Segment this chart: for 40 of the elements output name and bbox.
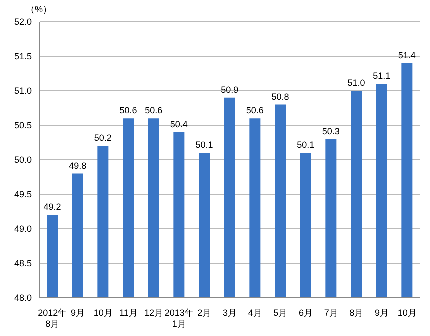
x-tick-label: 10月	[94, 308, 113, 318]
y-tick-label: 52.0	[14, 17, 32, 28]
x-tick-label: 2012年 8月	[38, 308, 68, 329]
data-label: 49.2	[44, 202, 62, 212]
x-tick-label: 9月	[70, 308, 86, 318]
data-label: 49.8	[69, 160, 87, 171]
y-tick-label: 48.0	[14, 293, 32, 304]
data-label: 50.6	[246, 106, 264, 116]
x-tick-label: 10月	[398, 308, 417, 318]
data-label: 50.1	[297, 140, 315, 150]
y-tick-label: 49.0	[14, 224, 32, 234]
x-tick-label: 2月	[198, 308, 212, 318]
y-axis-title: （%）	[26, 4, 52, 14]
data-label: 50.3	[322, 126, 340, 136]
x-tick-label: 5月	[274, 308, 288, 318]
y-tick-label: 49.5	[14, 190, 32, 200]
y-tick-label: 51.5	[14, 52, 32, 62]
data-label: 50.6	[145, 106, 163, 116]
y-tick-label: 51.0	[14, 86, 32, 96]
x-tick-label: 4月	[248, 308, 262, 318]
data-label: 51.1	[373, 71, 391, 82]
y-tick-label: 50.0	[14, 155, 32, 166]
x-tick-label: 3月	[222, 308, 238, 318]
x-tick-label: 12月	[144, 308, 164, 318]
x-tick-label: 2013年 1月	[164, 308, 194, 329]
y-tick-label: 50.5	[14, 120, 32, 131]
x-tick-label: 8月	[350, 308, 364, 318]
data-label: 50.1	[196, 140, 214, 150]
data-label: 51.4	[398, 50, 416, 60]
data-label: 50.8	[272, 92, 290, 102]
data-label: 50.2	[94, 133, 112, 144]
data-label: 50.9	[221, 84, 239, 95]
y-tick-label: 48.5	[14, 258, 32, 269]
x-tick-label: 6月	[298, 308, 314, 318]
x-tick-label: 11月	[119, 308, 138, 318]
data-label: 50.6	[120, 106, 138, 116]
x-tick-label: 7月	[324, 308, 338, 318]
x-tick-label: 9月	[374, 308, 390, 318]
data-label: 50.4	[170, 119, 188, 130]
data-label: 51.0	[348, 78, 366, 88]
